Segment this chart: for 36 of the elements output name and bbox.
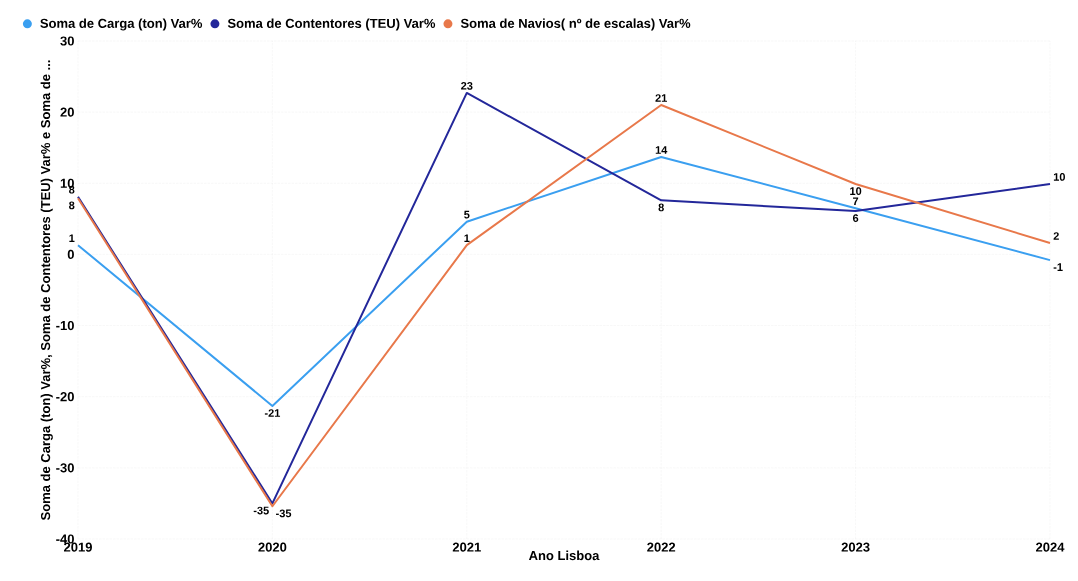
data-label: 14 bbox=[655, 146, 668, 154]
legend-label: Soma de Contentores (TEU) Var% bbox=[227, 18, 436, 31]
data-label: 7 bbox=[853, 197, 859, 205]
x-tick-label: 2024 bbox=[1036, 542, 1065, 552]
y-tick-label: 20 bbox=[60, 107, 74, 117]
data-label: 21 bbox=[655, 94, 667, 102]
data-label: -21 bbox=[264, 409, 281, 417]
data-label: 6 bbox=[852, 214, 859, 223]
y-tick-label: -30 bbox=[56, 463, 74, 473]
data-label: 1 bbox=[464, 234, 470, 242]
y-tick-label: 0 bbox=[67, 249, 74, 260]
data-label: 2 bbox=[1053, 232, 1059, 240]
y-tick-label: -10 bbox=[56, 320, 74, 331]
x-tick-label: 2019 bbox=[64, 542, 92, 552]
y-tick-label: 30 bbox=[60, 36, 74, 46]
line-series bbox=[77, 155, 1052, 407]
data-label: -35 bbox=[276, 509, 292, 518]
y-axis-title: Soma de Carga (ton) Var%, Soma de Contentores (TEU) Var% e Soma de ... bbox=[40, 60, 53, 521]
data-label: 23 bbox=[461, 81, 473, 90]
y-tick-label: -20 bbox=[56, 392, 74, 402]
data-label: 1 bbox=[69, 234, 75, 242]
data-label: 8 bbox=[69, 201, 75, 210]
x-tick-label: 2021 bbox=[452, 542, 481, 552]
data-label: 10 bbox=[850, 187, 862, 195]
x-tick-label: 2023 bbox=[841, 542, 870, 552]
data-label: 10 bbox=[1053, 173, 1065, 181]
legend-label: Soma de Carga (ton) Var% bbox=[40, 18, 203, 31]
data-label: -35 bbox=[253, 506, 269, 515]
legend-label: Soma de Navios( nº de escalas) Var% bbox=[460, 18, 691, 31]
data-label: -1 bbox=[1053, 263, 1063, 271]
x-tick-label: 2022 bbox=[647, 542, 676, 552]
y-tick-label: -40 bbox=[56, 534, 74, 544]
x-axis-title: Ano Lisboa bbox=[528, 550, 600, 561]
x-tick-label: 2020 bbox=[258, 542, 287, 552]
data-label: 8 bbox=[658, 203, 664, 212]
data-label: 5 bbox=[464, 210, 470, 219]
